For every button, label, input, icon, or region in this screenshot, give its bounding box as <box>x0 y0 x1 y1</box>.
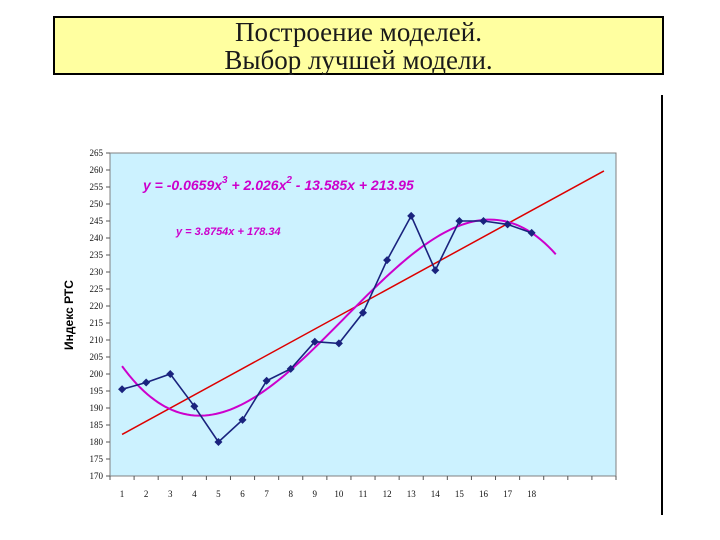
data-point-marker <box>334 339 343 348</box>
data-point-marker <box>383 256 392 265</box>
data-point-marker <box>286 364 295 373</box>
y-tick-label: 170 <box>90 471 104 481</box>
y-tick-label: 180 <box>90 437 104 447</box>
x-tick-label: 1 <box>120 489 125 499</box>
x-tick-label: 16 <box>479 489 489 499</box>
data-point-marker <box>407 211 416 220</box>
x-tick-label: 4 <box>192 489 197 499</box>
data-point-marker <box>479 217 488 225</box>
y-tick-label: 225 <box>90 284 104 294</box>
y-tick-label: 250 <box>90 199 104 209</box>
y-tick-label: 260 <box>90 165 104 175</box>
polynomial-equation: y = -0.0659x3 + 2.026x2 - 13.585x + 213.… <box>142 175 414 193</box>
x-tick-label: 10 <box>334 489 344 499</box>
data-point-marker <box>142 378 151 387</box>
slide-title-line2: Выбор лучшей модели. <box>224 44 493 75</box>
x-tick-label: 14 <box>431 489 441 499</box>
x-tick-label: 5 <box>216 489 221 499</box>
x-tick-label: 8 <box>288 489 293 499</box>
data-point-marker <box>527 228 536 237</box>
x-tick-label: 18 <box>527 489 537 499</box>
x-tick-label: 7 <box>264 489 269 499</box>
data-point-marker <box>262 376 271 385</box>
x-tick-label: 13 <box>407 489 417 499</box>
data-markers <box>118 211 536 446</box>
y-tick-label: 195 <box>90 386 104 396</box>
y-tick-label: 175 <box>90 454 104 464</box>
y-tick-label: 240 <box>90 233 104 243</box>
data-point-marker <box>238 415 247 424</box>
linear-trend-line <box>121 170 605 436</box>
data-point-marker <box>214 438 223 446</box>
y-tick-label: 205 <box>90 352 104 362</box>
y-tick-label: 220 <box>90 301 104 311</box>
data-point-marker <box>118 385 127 394</box>
y-tick-label: 185 <box>90 420 104 430</box>
data-point-marker <box>359 308 367 317</box>
y-tick-label: 215 <box>90 318 104 328</box>
x-tick-label: 12 <box>383 489 392 499</box>
x-tick-label: 6 <box>240 489 245 499</box>
x-tick-label: 15 <box>455 489 465 499</box>
data-point-marker <box>166 370 175 378</box>
slide-title-box: Построение моделей. Выбор лучшей модели. <box>53 16 664 75</box>
data-point-marker <box>455 217 464 225</box>
data-point-marker <box>190 402 199 411</box>
data-point-marker <box>503 220 512 229</box>
y-tick-label: 200 <box>90 369 104 379</box>
rts-data-line <box>121 214 532 444</box>
data-point-marker <box>431 266 440 275</box>
x-axis-ticks: 1 2 3 4 5 6 7 8 9 10 11 12 13 14 15 16 17 18 <box>109 476 617 499</box>
slide-divider-line <box>661 95 663 515</box>
x-tick-label: 2 <box>144 489 149 499</box>
y-tick-label: 190 <box>90 403 104 413</box>
y-axis-ticks: 170 175 180 185 190 195 200 205 210 215 220 225 230 2… <box>90 148 110 481</box>
y-tick-label: 245 <box>90 216 104 226</box>
y-tick-label: 235 <box>90 250 104 260</box>
y-axis-label: Индекс РТС <box>62 280 76 350</box>
y-tick-label: 255 <box>90 182 104 192</box>
linear-equation: y = 3.8754x + 178.34 <box>175 226 281 238</box>
y-tick-label: 210 <box>90 335 104 345</box>
data-point-marker <box>310 337 319 346</box>
y-tick-label: 265 <box>90 148 104 158</box>
y-tick-label: 230 <box>90 267 104 277</box>
x-tick-label: 11 <box>359 489 368 499</box>
x-tick-label: 17 <box>503 489 513 499</box>
x-tick-label: 3 <box>168 489 173 499</box>
x-tick-label: 9 <box>313 489 318 499</box>
slide-title-line1: Построение моделей. <box>235 16 482 47</box>
